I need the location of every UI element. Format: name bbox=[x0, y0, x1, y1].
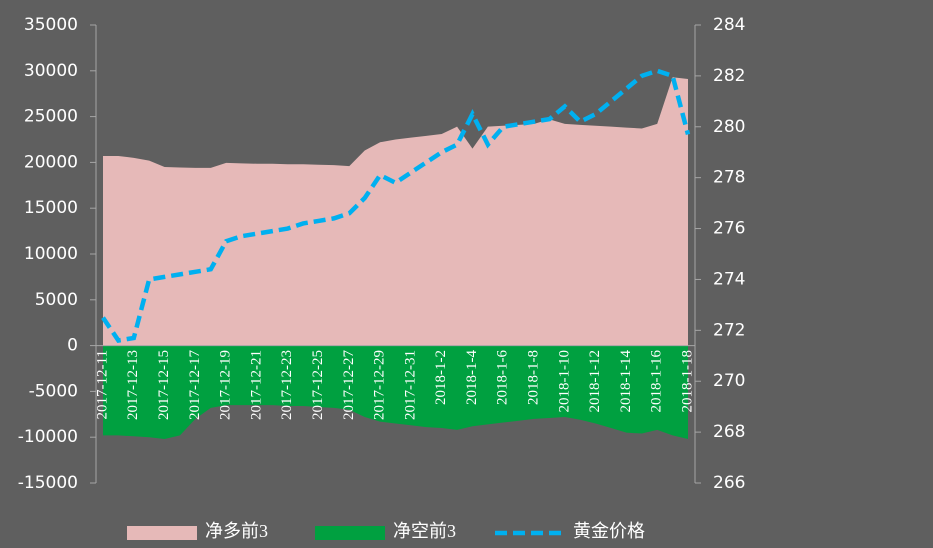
y2-tick-label: 270 bbox=[713, 371, 745, 391]
y-tick-label: 30000 bbox=[24, 61, 78, 81]
y-tick-label: 5000 bbox=[35, 290, 78, 310]
y2-tick-label: 266 bbox=[713, 473, 745, 493]
x-tick-label: 2018-1-18 bbox=[679, 350, 695, 413]
y2-tick-label: 276 bbox=[713, 219, 745, 239]
x-tick-label: 2017-12-13 bbox=[125, 350, 141, 420]
y2-tick-label: 278 bbox=[713, 168, 745, 188]
x-tick-label: 2018-1-12 bbox=[587, 350, 603, 413]
x-tick-label: 2018-1-4 bbox=[464, 350, 480, 405]
x-tick-label: 2018-1-2 bbox=[433, 350, 449, 405]
legend-label: 净多前3 bbox=[205, 521, 268, 541]
x-tick-label: 2017-12-25 bbox=[310, 350, 326, 420]
line bbox=[101, 68, 691, 343]
legend-swatch bbox=[127, 526, 197, 540]
y2-tick-label: 274 bbox=[713, 269, 745, 289]
legend-swatch bbox=[315, 526, 385, 540]
y-tick-label: 15000 bbox=[24, 198, 78, 218]
x-tick-label: 2017-12-11 bbox=[94, 350, 110, 419]
y-tick-label: 0 bbox=[67, 336, 78, 356]
y-tick-label: -10000 bbox=[18, 427, 78, 447]
x-tick-label: 2018-1-8 bbox=[525, 350, 541, 405]
legend-label: 黄金价格 bbox=[573, 521, 645, 541]
x-tick-label: 2017-12-31 bbox=[402, 350, 418, 420]
x-tick-label: 2018-1-16 bbox=[649, 350, 665, 413]
y-tick-label: -5000 bbox=[29, 381, 78, 401]
x-tick-label: 2017-12-27 bbox=[341, 350, 357, 420]
x-tick-label: 2017-12-29 bbox=[372, 350, 388, 420]
x-tick-label: 2018-1-10 bbox=[556, 350, 572, 413]
y2-tick-label: 284 bbox=[713, 15, 745, 35]
x-tick-label: 2018-1-14 bbox=[618, 350, 634, 413]
x-tick-label: 2017-12-21 bbox=[248, 350, 264, 420]
y2-tick-label: 268 bbox=[713, 422, 745, 442]
y-tick-label: 25000 bbox=[24, 107, 78, 127]
y-tick-label: 20000 bbox=[24, 152, 78, 172]
x-tick-label: 2017-12-15 bbox=[156, 350, 172, 420]
area bbox=[103, 77, 688, 346]
x-tick-label: 2017-12-23 bbox=[279, 350, 295, 420]
y2-tick-label: 282 bbox=[713, 66, 745, 86]
y-tick-label: 35000 bbox=[24, 15, 78, 35]
y-tick-label: -15000 bbox=[18, 473, 78, 493]
x-tick-label: 2017-12-17 bbox=[187, 350, 203, 420]
x-tick-label: 2017-12-19 bbox=[218, 350, 234, 420]
y2-tick-label: 272 bbox=[713, 320, 745, 340]
area bbox=[103, 345, 688, 440]
x-tick-label: 2018-1-6 bbox=[495, 350, 511, 405]
legend-label: 净空前3 bbox=[393, 521, 456, 541]
y-tick-label: 10000 bbox=[24, 244, 78, 264]
y2-tick-label: 280 bbox=[713, 117, 745, 137]
